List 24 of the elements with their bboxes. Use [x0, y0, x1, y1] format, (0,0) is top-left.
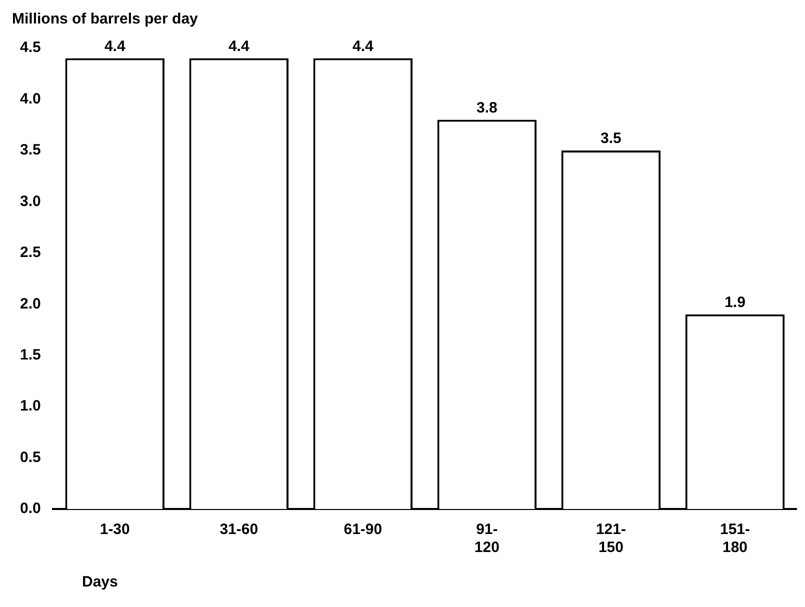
data-label: 4.4: [104, 38, 126, 55]
x-axis-title: Days: [82, 574, 118, 591]
data-label: 4.4: [228, 38, 250, 55]
x-tick-label: 121-150: [596, 521, 626, 556]
data-label: 4.4: [352, 38, 374, 55]
data-label: 3.5: [600, 130, 622, 148]
x-tick-label: 151-180: [720, 521, 750, 556]
y-axis-title: Millions of barrels per day: [12, 10, 199, 28]
data-label: 3.8: [476, 99, 498, 116]
y-tick-label: 3.5: [20, 142, 41, 159]
y-tick-label: 2.5: [20, 244, 41, 262]
y-tick-label: 1.5: [20, 346, 41, 364]
y-tick-label: 4.0: [20, 90, 41, 108]
y-tick-label: 1.0: [20, 398, 41, 415]
y-tick-label: 2.0: [20, 295, 41, 312]
x-tick-label: 61-90: [344, 521, 382, 538]
y-tick-label: 3.0: [20, 192, 41, 210]
data-label: 1.9: [724, 294, 746, 311]
y-tick-label: 4.5: [20, 39, 41, 56]
x-tick-label: 1-30: [100, 521, 130, 538]
x-tick-label: 91-120: [474, 521, 500, 556]
x-tick-label: 31-60: [220, 521, 258, 538]
y-tick-label: 0.0: [20, 500, 41, 518]
y-tick-label: 0.5: [20, 448, 41, 466]
